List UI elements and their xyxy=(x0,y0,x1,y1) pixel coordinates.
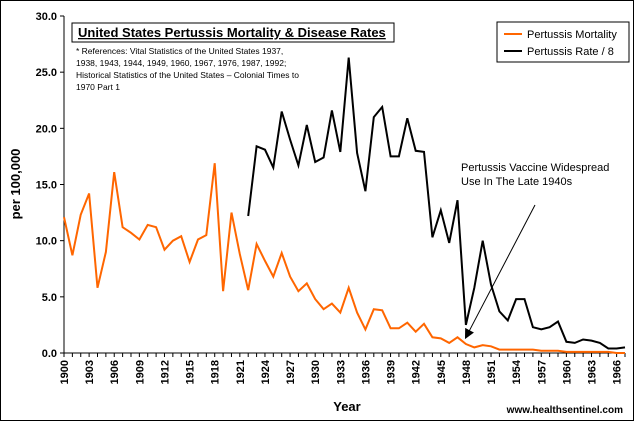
watermark: www.healthsentinel.com xyxy=(506,405,623,416)
plot-area xyxy=(64,16,625,353)
x-axis-title: Year xyxy=(333,399,360,414)
references-line-1: * References: Vital Statistics of the Un… xyxy=(76,46,283,56)
legend-box xyxy=(496,21,630,63)
y-axis-ticks: 0.0 5.0 10.0 15.0 20.0 25.0 30.0 xyxy=(36,11,64,360)
y-tick-label: 20.0 xyxy=(36,123,57,135)
series-line-mortality xyxy=(63,163,625,354)
x-tick-label: 1936 xyxy=(360,360,372,384)
y-tick-label: 0.0 xyxy=(42,348,57,360)
annotation-line-1: Pertussis Vaccine Widespread xyxy=(461,162,609,174)
x-tick-label: 1906 xyxy=(109,360,121,384)
y-tick-label: 30.0 xyxy=(36,11,57,23)
chart-title: United States Pertussis Mortality & Dise… xyxy=(78,25,386,40)
x-tick-label: 1909 xyxy=(134,360,146,384)
legend: Pertussis Mortality Pertussis Rate / 8 xyxy=(496,21,630,63)
annotation-line-2: Use In The Late 1940s xyxy=(461,176,573,188)
references-line-2: 1938, 1943, 1944, 1949, 1960, 1967, 1976… xyxy=(76,58,286,68)
x-tick-label: 1948 xyxy=(461,360,473,384)
title-box xyxy=(71,22,395,43)
x-tick-label: 1921 xyxy=(235,360,247,384)
x-tick-label: 1954 xyxy=(511,359,523,384)
x-tick-label: 1927 xyxy=(285,360,297,384)
x-tick-label: 1903 xyxy=(84,360,96,384)
y-tick-label: 15.0 xyxy=(36,180,57,192)
x-tick-label: 1924 xyxy=(260,359,272,384)
y-tick-label: 25.0 xyxy=(36,67,57,79)
legend-label-mortality: Pertussis Mortality xyxy=(527,29,617,41)
series-line-rate xyxy=(247,57,626,350)
y-tick-label: 5.0 xyxy=(42,292,57,304)
x-tick-label: 1915 xyxy=(185,360,197,384)
x-tick-label: 1963 xyxy=(587,360,599,384)
x-tick-label: 1945 xyxy=(436,360,448,384)
references-line-4: 1970 Part 1 xyxy=(76,82,120,92)
y-axis-title: per 100,000 xyxy=(8,149,23,220)
x-tick-label: 1942 xyxy=(411,360,423,384)
x-tick-label: 1918 xyxy=(210,360,222,384)
x-tick-label: 1951 xyxy=(486,360,498,384)
y-tick-label: 10.0 xyxy=(36,236,57,248)
x-tick-label: 1912 xyxy=(159,360,171,384)
x-tick-label: 1930 xyxy=(310,360,322,384)
annotation-arrow xyxy=(464,204,536,340)
x-tick-label: 1900 xyxy=(59,360,71,384)
x-axis-ticks: 1900 1903 1906 1909 1912 1915 1918 1921 1924 1927… xyxy=(59,353,626,384)
x-tick-label: 1939 xyxy=(386,360,398,384)
x-tick-label: 1960 xyxy=(561,360,573,384)
x-tick-label: 1957 xyxy=(536,360,548,384)
series-layer xyxy=(63,57,626,354)
x-tick-label: 1966 xyxy=(612,360,624,384)
x-tick-label: 1933 xyxy=(335,360,347,384)
legend-label-rate: Pertussis Rate / 8 xyxy=(527,46,614,58)
references-line-3: Historical Statistics of the United Stat… xyxy=(76,70,299,80)
